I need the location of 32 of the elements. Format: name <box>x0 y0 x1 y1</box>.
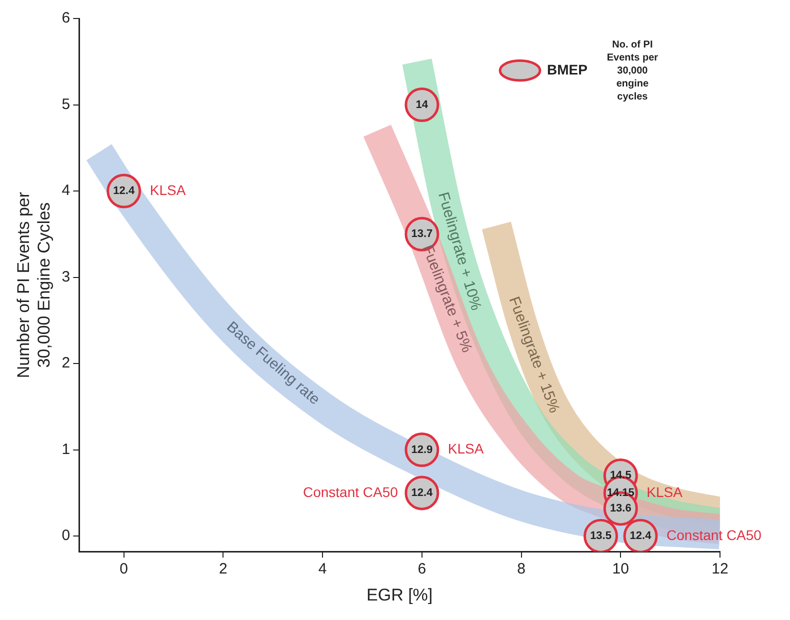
y-tick-label: 2 <box>62 354 70 372</box>
annotation: 12.4 <box>630 530 652 542</box>
annotation: 13.6 <box>610 502 632 514</box>
y-tick-label: 5 <box>62 96 70 113</box>
y-tick-label: 6 <box>62 10 70 27</box>
annotation: 12.4 <box>411 486 434 499</box>
x-tick-label: 8 <box>517 560 526 578</box>
legend-label: BMEP <box>547 61 588 78</box>
x-tick-label: 4 <box>318 560 327 578</box>
annotation: 12.4 <box>113 185 136 198</box>
y-tick-label: 0 <box>62 527 70 544</box>
annotation: 14 <box>416 98 429 111</box>
x-tick-label: 2 <box>219 560 228 578</box>
annotation: KLSA <box>646 484 684 500</box>
annotation: KLSA <box>150 182 186 198</box>
y-tick-label: 3 <box>62 268 70 286</box>
y-tick-label: 1 <box>62 440 70 458</box>
annotation: Constant CA50 <box>666 526 762 543</box>
x-tick-label: 12 <box>712 560 728 578</box>
annotation: KLSA <box>448 440 484 457</box>
y-tick-label: 4 <box>62 182 70 200</box>
annotation: 12.9 <box>411 444 433 456</box>
annotation: Constant CA50 <box>302 484 398 500</box>
annotation: 13.5 <box>590 530 612 542</box>
annotation: 13.7 <box>411 228 433 240</box>
y-axis-title: Number of PI Events per 30,000 Engine Cycles <box>14 192 54 378</box>
x-tick-label: 0 <box>120 560 128 578</box>
x-tick-label: 6 <box>418 560 426 578</box>
x-tick-label: 10 <box>612 560 629 578</box>
point <box>404 88 440 122</box>
x-axis-title: EGR [%] <box>366 585 433 604</box>
legend-title: No. of PI Events per 30,000 engine cycles <box>606 39 658 102</box>
